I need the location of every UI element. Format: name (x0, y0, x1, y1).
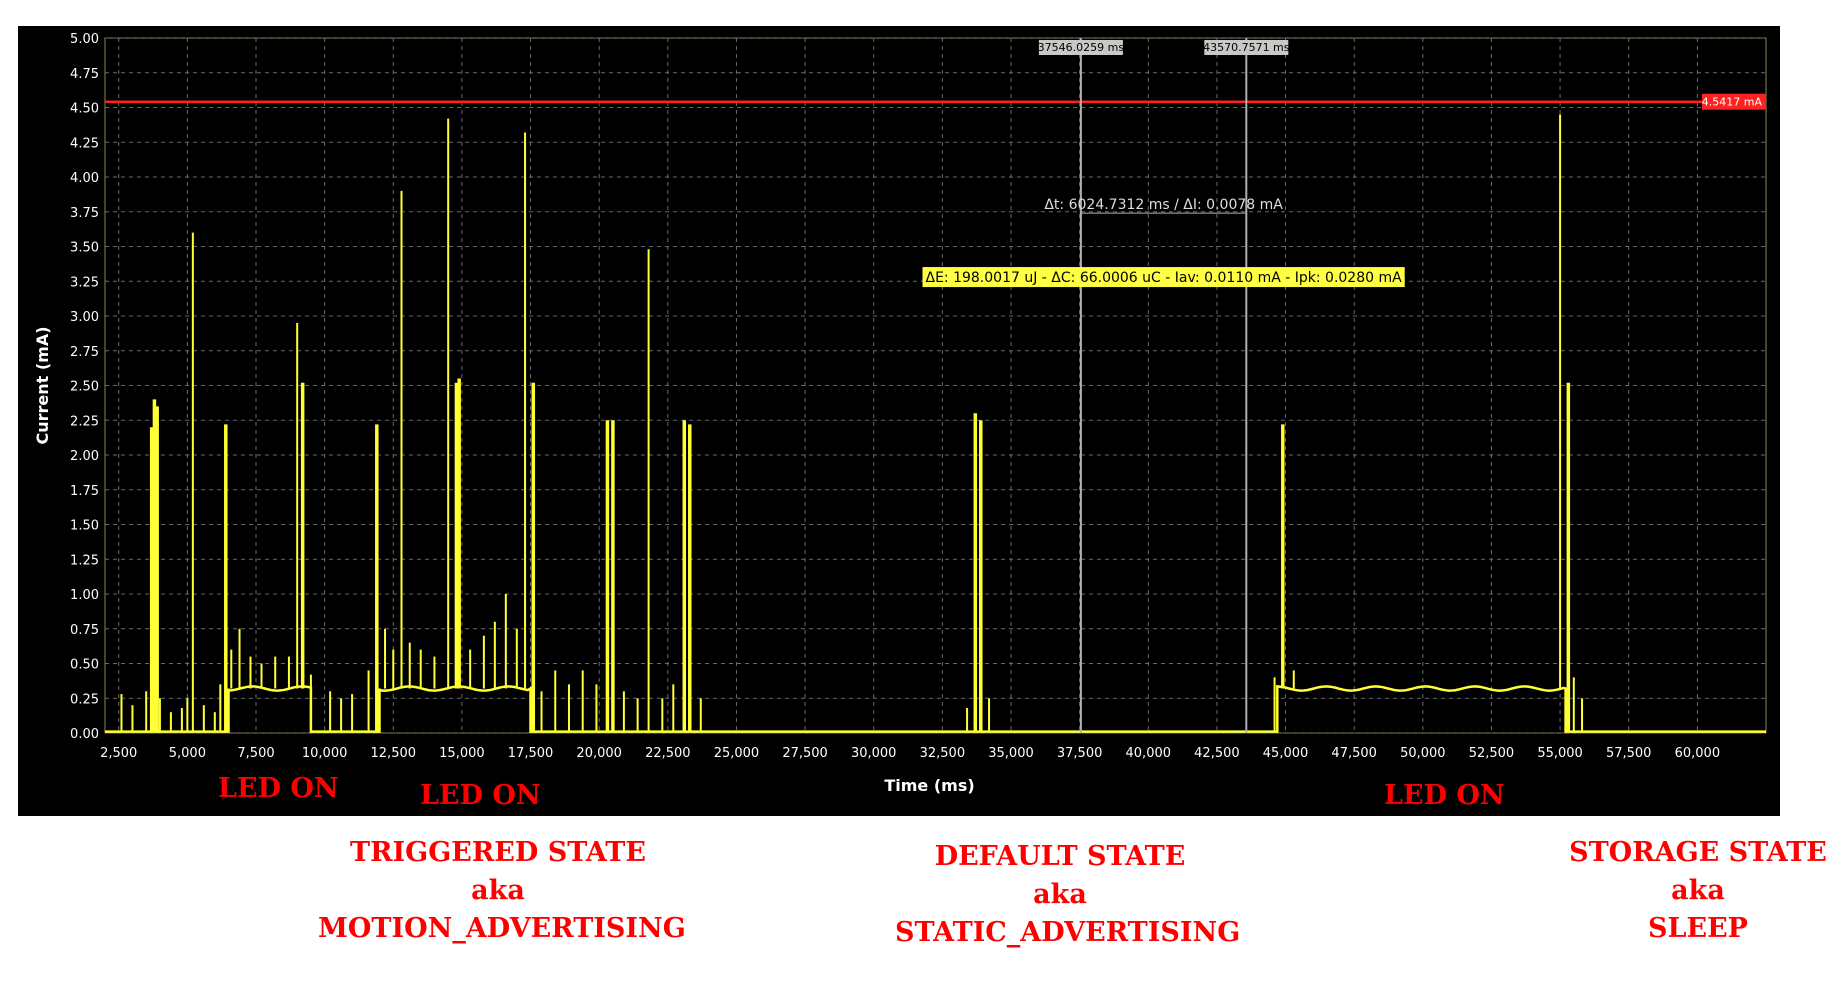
y-tick-label: 4.00 (70, 171, 99, 186)
x-tick-label: 50,000 (1400, 746, 1446, 761)
y-tick-label: 0.25 (70, 692, 99, 707)
cursor-tag (1204, 40, 1289, 55)
x-tick-label: 52,500 (1469, 746, 1515, 761)
x-tick-label: 37,500 (1057, 746, 1103, 761)
limit-line-label: 4.5417 mA (1702, 96, 1763, 109)
triggered-state-label: TRIGGERED STATE aka MOTION_ADVERTISING (318, 834, 686, 948)
x-tick-label: 22,500 (645, 746, 691, 761)
x-tick-label: 2,500 (100, 746, 137, 761)
x-tick-label: 32,500 (920, 746, 966, 761)
y-tick-label: 3.50 (70, 241, 99, 256)
y-tick-label: 2.25 (70, 414, 99, 429)
x-tick-label: 25,000 (714, 746, 760, 761)
y-tick-label: 1.75 (70, 484, 99, 499)
y-tick-label: 5.00 (70, 32, 99, 47)
x-tick-label: 30,000 (851, 746, 897, 761)
storage-state-line-2: aka (1671, 875, 1725, 906)
led-on-label-3: LED ON (1384, 780, 1505, 811)
default-state-line-2: aka (1033, 879, 1087, 910)
default-state-label: DEFAULT STATE aka STATIC_ADVERTISING (895, 838, 1241, 952)
triggered-state-line-2: aka (471, 875, 525, 906)
storage-state-line-1: STORAGE STATE (1569, 837, 1827, 868)
x-axis-title: Time (ms) (884, 776, 974, 795)
x-tick-label: 42,500 (1194, 746, 1240, 761)
current-chart: 0.00 0.25 0.50 0.75 1.00 1.25 1.50 1.75 2.00 2.25… (33, 32, 1767, 795)
x-tick-label: 55,000 (1537, 746, 1583, 761)
default-state-line-3: STATIC_ADVERTISING (895, 917, 1241, 948)
cursor-label: 43570.7571 ms (1203, 41, 1290, 54)
limit-line-tag (1702, 93, 1766, 110)
y-tick-label: 2.00 (70, 449, 99, 464)
led-on-label-1: LED ON (218, 773, 339, 804)
y-tick-label: 0.75 (70, 623, 99, 638)
triggered-state-line-1: TRIGGERED STATE (350, 837, 646, 868)
stats-label: ΔE: 198.0017 uJ - ΔC: 66.0006 uC - Iav: … (926, 270, 1403, 286)
y-tick-label: 4.50 (70, 102, 99, 117)
x-tick-label: 20,000 (576, 746, 622, 761)
y-tick-label: 2.75 (70, 345, 99, 360)
x-tick-label: 35,000 (988, 746, 1034, 761)
y-tick-label: 3.75 (70, 206, 99, 221)
y-tick-label: 0.00 (70, 727, 99, 742)
y-tick-label: 1.00 (70, 588, 99, 603)
y-tick-label: 1.50 (70, 519, 99, 534)
delta-label: Δt: 6024.7312 ms / ΔI: 0.0078 mA (1044, 197, 1283, 213)
led-on-label-2: LED ON (420, 780, 541, 811)
y-tick-label: 4.25 (70, 136, 99, 151)
cursor-tag (1038, 40, 1123, 55)
storage-state-line-3: SLEEP (1648, 913, 1748, 944)
x-tick-label: 15,000 (439, 746, 485, 761)
x-tick-label: 17,500 (508, 746, 554, 761)
y-axis-title: Current (mA) (33, 326, 52, 444)
x-tick-label: 10,000 (302, 746, 348, 761)
y-tick-label: 4.75 (70, 67, 99, 82)
triggered-state-line-3: MOTION_ADVERTISING (318, 913, 686, 944)
x-tick-label: 7,500 (237, 746, 274, 761)
y-tick-label: 3.25 (70, 275, 99, 290)
y-tick-label: 3.00 (70, 310, 99, 325)
stats-box (922, 267, 1405, 288)
storage-state-label: STORAGE STATE aka SLEEP (1568, 834, 1828, 948)
x-tick-label: 5,000 (169, 746, 206, 761)
x-tick-label: 12,500 (371, 746, 417, 761)
chart-panel: 0.00 0.25 0.50 0.75 1.00 1.25 1.50 1.75 2.00 2.25… (18, 26, 1780, 816)
x-tick-label: 57,500 (1606, 746, 1652, 761)
y-tick-label: 1.25 (70, 553, 99, 568)
y-tick-label: 2.50 (70, 380, 99, 395)
default-state-line-1: DEFAULT STATE (934, 841, 1186, 872)
x-tick-label: 40,000 (1126, 746, 1172, 761)
x-tick-label: 60,000 (1675, 746, 1721, 761)
x-tick-label: 27,500 (782, 746, 828, 761)
cursor-label: 37546.0259 ms (1038, 41, 1125, 54)
y-tick-label: 0.50 (70, 658, 99, 673)
x-tick-label: 47,500 (1331, 746, 1377, 761)
x-tick-label: 45,000 (1263, 746, 1309, 761)
